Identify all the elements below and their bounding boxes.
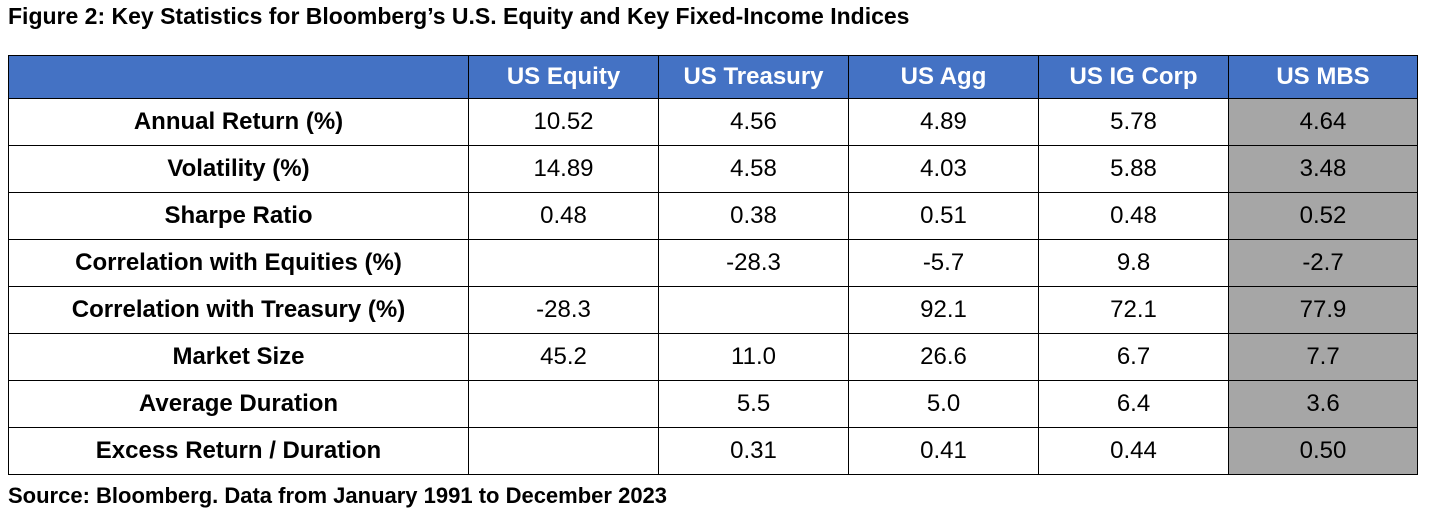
row-label: Sharpe Ratio	[8, 192, 469, 240]
table-cell: 72.1	[1038, 286, 1229, 334]
table-cell: -5.7	[848, 239, 1039, 287]
table-cell: 4.03	[848, 145, 1039, 193]
header-corner	[8, 55, 469, 99]
table-cell-highlighted: 0.52	[1228, 192, 1418, 240]
table-row: Sharpe Ratio 0.48 0.38 0.51 0.48 0.52	[8, 192, 1418, 240]
row-label: Correlation with Treasury (%)	[8, 286, 469, 334]
row-label: Average Duration	[8, 380, 469, 428]
table-cell: 9.8	[1038, 239, 1229, 287]
table-cell: 6.7	[1038, 333, 1229, 381]
table-row: Average Duration 5.5 5.0 6.4 3.6	[8, 380, 1418, 428]
table-cell-highlighted: 77.9	[1228, 286, 1418, 334]
column-header: US MBS	[1228, 55, 1418, 99]
header-row: US Equity US Treasury US Agg US IG Corp …	[8, 55, 1418, 99]
table-row: Annual Return (%) 10.52 4.56 4.89 5.78 4…	[8, 98, 1418, 146]
row-label: Annual Return (%)	[8, 98, 469, 146]
table-cell: 4.58	[658, 145, 849, 193]
table-cell: 0.48	[1038, 192, 1229, 240]
figure-title: Figure 2: Key Statistics for Bloomberg’s…	[8, 3, 910, 29]
table-cell: 0.44	[1038, 427, 1229, 475]
table-cell-highlighted: -2.7	[1228, 239, 1418, 287]
table-cell: 5.5	[658, 380, 849, 428]
statistics-table: US Equity US Treasury US Agg US IG Corp …	[8, 55, 1418, 475]
row-label: Market Size	[8, 333, 469, 381]
table-cell: 4.89	[848, 98, 1039, 146]
table-row: Correlation with Equities (%) -28.3 -5.7…	[8, 239, 1418, 287]
table-cell: 6.4	[1038, 380, 1229, 428]
table-cell: 10.52	[468, 98, 659, 146]
table-row: Correlation with Treasury (%) -28.3 92.1…	[8, 286, 1418, 334]
table-cell	[468, 427, 659, 475]
table-cell: 5.78	[1038, 98, 1229, 146]
table-cell	[468, 239, 659, 287]
table-cell: 5.0	[848, 380, 1039, 428]
table-cell: 4.56	[658, 98, 849, 146]
column-header: US Agg	[848, 55, 1039, 99]
table-cell-highlighted: 4.64	[1228, 98, 1418, 146]
row-label: Volatility (%)	[8, 145, 469, 193]
source-note: Source: Bloomberg. Data from January 199…	[8, 483, 668, 508]
table-cell: 5.88	[1038, 145, 1229, 193]
table-cell: 0.51	[848, 192, 1039, 240]
table-cell: 92.1	[848, 286, 1039, 334]
table-cell: 0.31	[658, 427, 849, 475]
table-cell: 11.0	[658, 333, 849, 381]
table-cell	[658, 286, 849, 334]
table-cell-highlighted: 0.50	[1228, 427, 1418, 475]
table-cell: -28.3	[468, 286, 659, 334]
table-cell: 0.48	[468, 192, 659, 240]
column-header: US Equity	[468, 55, 659, 99]
table-row: Volatility (%) 14.89 4.58 4.03 5.88 3.48	[8, 145, 1418, 193]
table-cell: 45.2	[468, 333, 659, 381]
table-row: Market Size 45.2 11.0 26.6 6.7 7.7	[8, 333, 1418, 381]
table-cell-highlighted: 3.48	[1228, 145, 1418, 193]
table-cell: 14.89	[468, 145, 659, 193]
row-label: Excess Return / Duration	[8, 427, 469, 475]
table-cell: 0.41	[848, 427, 1039, 475]
table-cell: 0.38	[658, 192, 849, 240]
column-header: US Treasury	[658, 55, 849, 99]
column-header: US IG Corp	[1038, 55, 1229, 99]
row-label: Correlation with Equities (%)	[8, 239, 469, 287]
table-cell: -28.3	[658, 239, 849, 287]
table-cell-highlighted: 7.7	[1228, 333, 1418, 381]
table-cell	[468, 380, 659, 428]
table-cell: 26.6	[848, 333, 1039, 381]
table-cell-highlighted: 3.6	[1228, 380, 1418, 428]
table-row: Excess Return / Duration 0.31 0.41 0.44 …	[8, 427, 1418, 475]
